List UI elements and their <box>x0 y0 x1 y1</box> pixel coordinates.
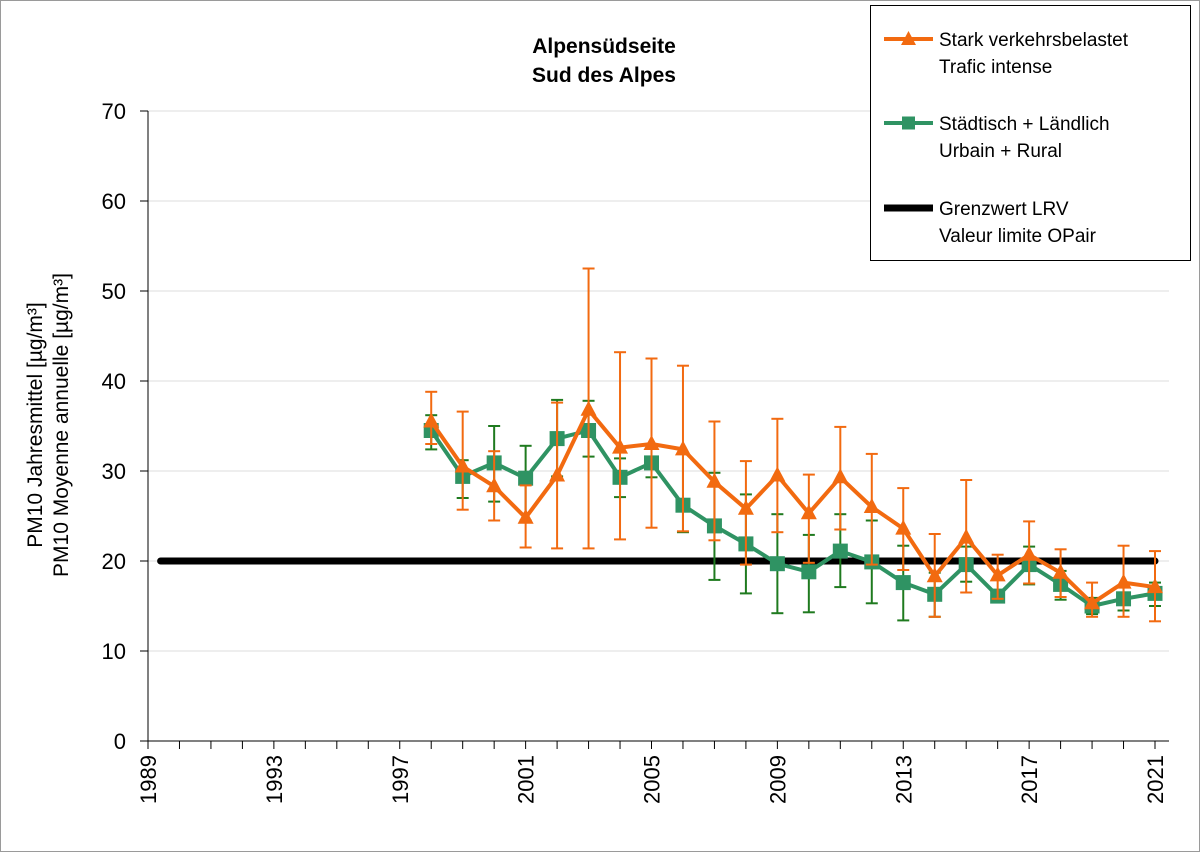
data-point-square <box>769 556 785 572</box>
y-tick-label: 50 <box>102 279 126 304</box>
y-tick-label: 20 <box>102 549 126 574</box>
data-point-triangle <box>612 438 629 454</box>
y-tick-label: 30 <box>102 459 126 484</box>
data-point-triangle <box>517 508 534 524</box>
x-tick-label: 2001 <box>514 755 539 804</box>
data-point-triangle <box>1052 563 1069 579</box>
data-point-triangle <box>706 472 723 488</box>
legend-label-traffic-2: Trafic intense <box>939 57 1052 78</box>
data-point-triangle <box>486 477 503 493</box>
data-point-triangle <box>643 435 660 450</box>
data-point-square <box>518 470 534 486</box>
data-point-triangle <box>1147 578 1163 594</box>
data-point-triangle <box>989 566 1006 582</box>
data-point-triangle <box>958 528 975 544</box>
legend-label-limit-2: Valeur limite OPair <box>939 226 1097 247</box>
data-point-triangle <box>832 468 849 484</box>
y-tick-label: 10 <box>102 639 126 664</box>
y-axis-label-line-1: PM10 Jahresmittel [µg/m³] <box>24 302 47 548</box>
data-point-square <box>832 543 848 559</box>
x-tick-label: 1993 <box>262 755 287 804</box>
x-tick-label: 2021 <box>1143 755 1168 804</box>
y-tick-label: 60 <box>102 189 126 214</box>
y-tick-label: 70 <box>102 99 126 124</box>
series-layer <box>157 267 1163 623</box>
legend-label-traffic-1: Stark verkehrsbelastet <box>939 30 1129 51</box>
data-point-triangle <box>737 499 754 515</box>
data-point-triangle <box>423 412 440 428</box>
data-point-triangle <box>454 457 471 473</box>
legend-triangle-marker-icon <box>901 31 916 45</box>
legend-box <box>870 5 1191 261</box>
x-tick-label: 2013 <box>891 755 916 804</box>
chart-title-line-2: Sud des Alpes <box>532 64 676 87</box>
data-point-triangle <box>800 504 817 520</box>
y-axis-ticks: 0 10 20 30 40 50 60 70 <box>102 99 148 754</box>
x-tick-label: 2005 <box>640 755 665 804</box>
axes <box>147 111 1169 742</box>
legend-label-urban-rural-1: Städtisch + Ländlich <box>939 114 1110 135</box>
legend: Stark verkehrsbelastet Trafic intense St… <box>870 5 1191 261</box>
data-point-triangle <box>1115 573 1132 589</box>
x-tick-label: 1997 <box>388 755 413 804</box>
y-tick-label: 0 <box>114 729 126 754</box>
x-tick-label: 2009 <box>765 755 790 804</box>
data-point-square <box>801 564 817 580</box>
y-axis-label-line-2: PM10 Moyenne annuelle [µg/m³] <box>50 273 73 577</box>
legend-square-marker-icon <box>902 116 915 130</box>
data-point-square <box>895 575 911 591</box>
data-point-triangle <box>674 440 691 456</box>
data-point-triangle <box>549 466 566 482</box>
x-tick-label: 2017 <box>1017 755 1042 804</box>
data-point-triangle <box>1084 594 1101 610</box>
series-0 <box>423 267 1163 623</box>
legend-label-limit-1: Grenzwert LRV <box>939 199 1069 220</box>
data-point-triangle <box>895 519 912 535</box>
x-tick-label: 1989 <box>136 755 161 804</box>
y-tick-label: 40 <box>102 369 126 394</box>
chart-title-line-1: Alpensüdseite <box>532 35 676 58</box>
data-point-triangle <box>1021 545 1038 561</box>
data-point-triangle <box>769 466 786 482</box>
legend-label-urban-rural-2: Urbain + Rural <box>939 141 1062 162</box>
x-axis-ticks: 1989 1993 1997 2001 2005 2009 2013 2017 2021 <box>136 741 1168 804</box>
data-point-triangle <box>580 400 597 416</box>
data-point-triangle <box>863 498 880 513</box>
data-point-triangle <box>926 567 943 583</box>
